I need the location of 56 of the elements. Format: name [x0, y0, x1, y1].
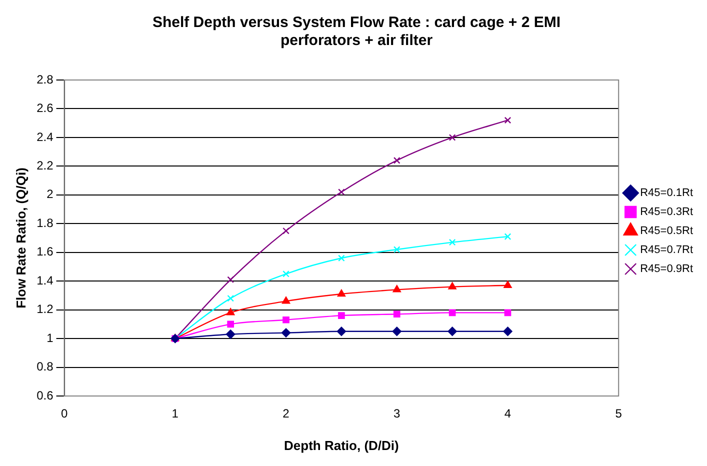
y-tick-label: 1.6	[36, 244, 54, 259]
point	[504, 116, 512, 124]
x-tick-label: 5	[615, 406, 622, 421]
x-tick-label: 2	[282, 406, 290, 421]
y-axis-title: Flow Rate Ratio, (Q/Qi)	[13, 168, 28, 308]
point	[448, 134, 456, 141]
x-tick-label: 4	[504, 406, 512, 421]
legend-label: R45=0.5Rt	[640, 225, 694, 238]
point	[448, 238, 456, 246]
point	[338, 254, 345, 262]
point	[504, 309, 512, 316]
point	[226, 330, 236, 339]
point	[392, 326, 402, 336]
y-tick-label: 1.4	[36, 273, 54, 288]
x-tick-label: 1	[172, 406, 179, 421]
point	[448, 282, 456, 290]
point	[393, 157, 400, 164]
point	[282, 227, 290, 234]
point	[227, 276, 234, 284]
point	[282, 316, 290, 324]
legend-label: R45=0.7Rt	[640, 244, 694, 256]
y-tick-label: 0.8	[36, 360, 54, 374]
legend-label: R45=0.1Rt	[640, 187, 694, 200]
point	[282, 296, 290, 304]
y-tick-label: 0.6	[36, 388, 54, 402]
point	[337, 289, 346, 297]
legend-label: R45=0.9Rt	[640, 263, 694, 276]
point	[392, 285, 401, 292]
point	[336, 326, 346, 336]
x-tick-label: 0	[60, 406, 68, 421]
y-tick-label: 2	[46, 187, 54, 202]
point	[448, 326, 457, 336]
point	[504, 280, 512, 288]
x-tick-label: 3	[394, 406, 401, 421]
y-tick-label: 2.2	[36, 158, 54, 172]
legend-label: R45=0.3Rt	[640, 206, 694, 218]
point	[227, 294, 234, 302]
y-tick-label: 2.4	[36, 130, 54, 144]
point	[504, 233, 512, 240]
y-tick-label: 1.2	[36, 302, 54, 316]
y-tick-label: 2.6	[36, 101, 54, 116]
y-tick-label: 1	[46, 330, 54, 345]
y-tick-label: 2.8	[36, 72, 54, 86]
point	[338, 188, 345, 196]
point	[226, 308, 235, 316]
point	[282, 270, 290, 278]
y-tick-label: 1.8	[36, 216, 54, 230]
point	[227, 320, 234, 328]
x-axis-title: Depth Ratio, (D/Di)	[284, 438, 399, 453]
point	[281, 328, 291, 338]
point	[503, 326, 512, 336]
point	[338, 312, 345, 319]
point	[393, 310, 400, 318]
point	[393, 246, 400, 253]
point	[448, 309, 456, 316]
chart-title: Shelf Depth versus System Flow Rate : card cage + 2 EMI perforators + air filter	[152, 14, 561, 50]
